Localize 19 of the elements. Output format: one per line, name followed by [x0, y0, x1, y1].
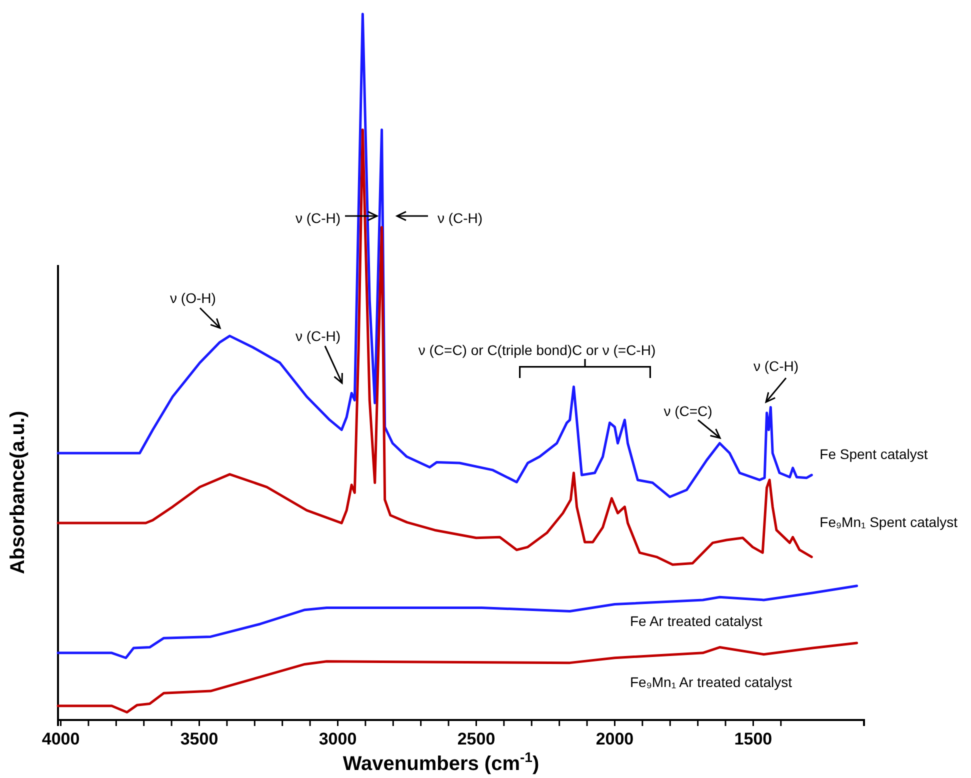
- annotation: ν (C=C) or C(triple bond)C or ν (=C-H): [418, 342, 656, 358]
- annotation: ν (C-H): [753, 358, 799, 374]
- annotation: ν (C-H): [295, 328, 341, 344]
- x-tick-label: 2500: [457, 729, 496, 748]
- y-axis-title: Absorbance(a.u.): [7, 410, 29, 574]
- annotation: ν (C-H): [295, 210, 341, 226]
- series-label: Fe₉Mn₁ Ar treated catalyst: [630, 674, 792, 690]
- series-label: Fe Ar treated catalyst: [630, 612, 762, 629]
- x-axis-title: Wavenumbers (cm$^{-1}$): [342, 749, 540, 775]
- x-tick-label: 4000: [42, 729, 80, 748]
- annotation: ν (C-H): [437, 210, 483, 226]
- x-tick-label: 3000: [318, 729, 357, 748]
- x-tick-label: 3500: [180, 729, 218, 748]
- annotation: ν (O-H): [170, 290, 216, 306]
- x-tick-label: 1500: [734, 729, 772, 748]
- series-label: Fe₉Mn₁ Spent catalyst: [820, 514, 958, 530]
- x-tick-label: 2000: [596, 729, 634, 748]
- annotation: ν (C=C): [664, 403, 712, 419]
- series-label: Fe Spent catalyst: [820, 446, 928, 462]
